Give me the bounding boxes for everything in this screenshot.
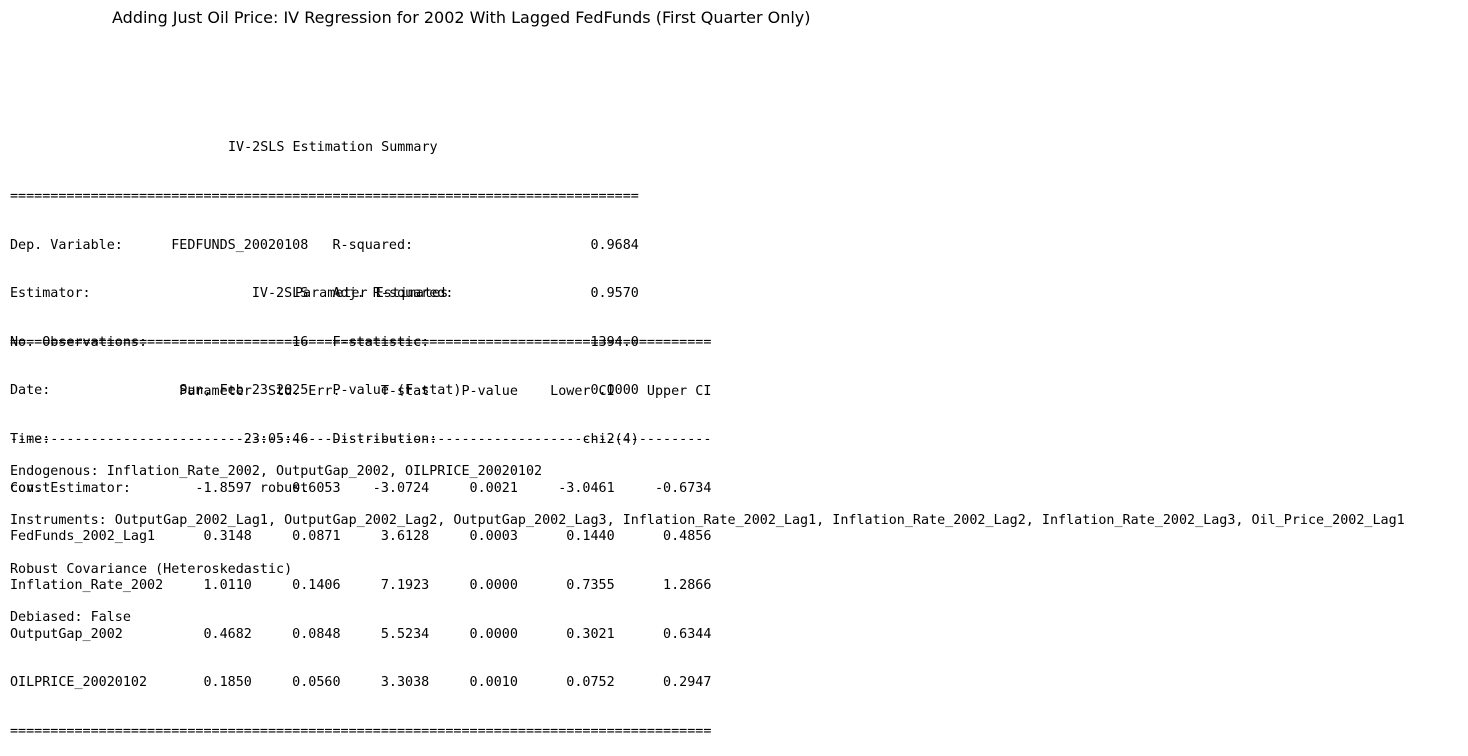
debiased-note: Debiased: False <box>10 610 1405 626</box>
parameter-row: OILPRICE_20020102 0.1850 0.0560 3.3038 0… <box>10 675 711 691</box>
summary-heading: IV-2SLS Estimation Summary <box>10 140 639 156</box>
instruments-note: Instruments: OutputGap_2002_Lag1, Output… <box>10 513 1405 529</box>
parameter-header-row: Parameter Std. Err. T-stat P-value Lower… <box>10 384 711 400</box>
footer-notes: Endogenous: Inflation_Rate_2002, OutputG… <box>10 432 1405 643</box>
endogenous-note: Endogenous: Inflation_Rate_2002, OutputG… <box>10 464 1405 480</box>
parameter-rule-top: ========================================… <box>10 335 711 351</box>
parameter-rule-bottom: ========================================… <box>10 724 711 740</box>
covariance-note: Robust Covariance (Heteroskedastic) <box>10 562 1405 578</box>
summary-row: Dep. Variable: FEDFUNDS_20020108 R-squar… <box>10 238 639 254</box>
summary-rule-top: ========================================… <box>10 189 639 205</box>
page-title: Adding Just Oil Price: IV Regression for… <box>112 8 811 28</box>
parameter-heading: Parameter Estimates <box>10 286 711 302</box>
